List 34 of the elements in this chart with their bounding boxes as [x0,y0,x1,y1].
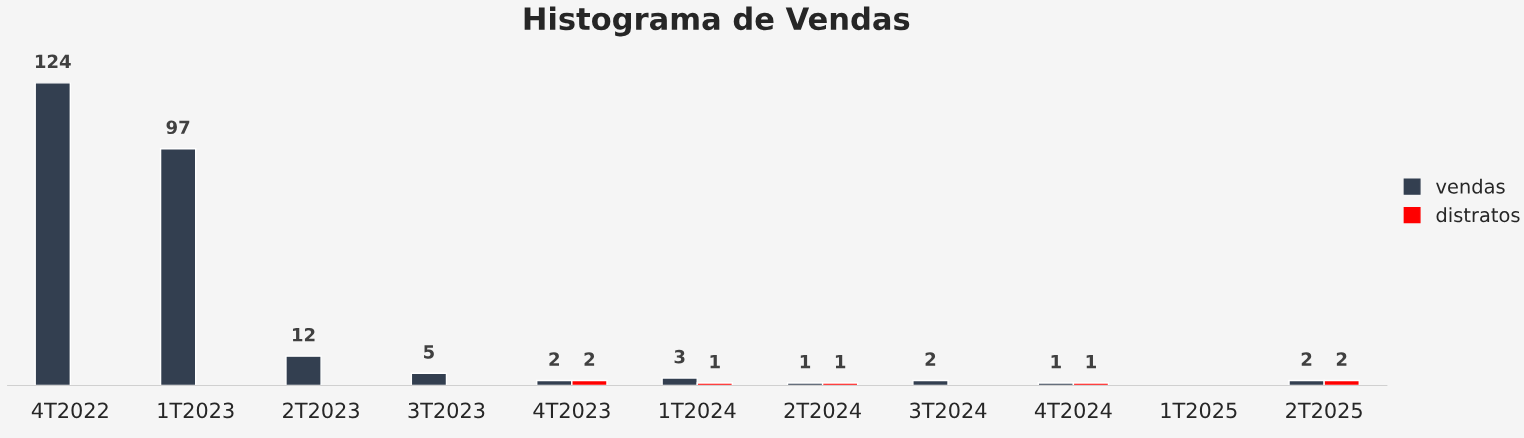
x-tick-label: 1T2024 [660,402,736,419]
bar [912,379,949,386]
x-tick-label: 3T2024 [910,402,987,419]
data-label: 12 [293,327,315,342]
x-tick-label: 2T2023 [283,402,359,419]
data-label: 3 [674,349,685,364]
x-tick-label: 4T2023 [533,402,610,419]
bar [34,82,72,386]
data-label: 2 [1301,352,1312,366]
bar [159,148,197,386]
data-label: 97 [166,120,190,135]
legend-label: distratos [1436,207,1520,223]
data-label: 124 [35,54,71,68]
data-label: 5 [424,345,434,359]
x-tick-label: 1T2025 [1161,402,1237,419]
chart-title: Histograma de Vendas [524,6,910,37]
data-label: 1 [710,354,720,369]
x-tick-label: 4T2024 [1034,402,1112,419]
data-label: 2 [1336,352,1347,366]
data-label: 1 [800,354,811,369]
data-label: 2 [584,352,595,366]
x-tick-label: 2T2025 [1286,402,1362,419]
x-tick-label: 3T2023 [408,402,485,419]
x-tick-label: 1T2023 [158,402,234,419]
data-label: 1 [1051,354,1061,369]
legend-label: vendas [1436,178,1505,194]
data-label: 1 [1086,354,1096,369]
data-label: 2 [549,352,560,366]
bar [285,355,322,386]
bar [410,372,448,386]
x-tick-label: 2T2024 [784,402,861,419]
data-label: 2 [925,352,936,366]
x-tick-label: 4T2022 [31,402,108,419]
data-label: 1 [835,354,846,369]
